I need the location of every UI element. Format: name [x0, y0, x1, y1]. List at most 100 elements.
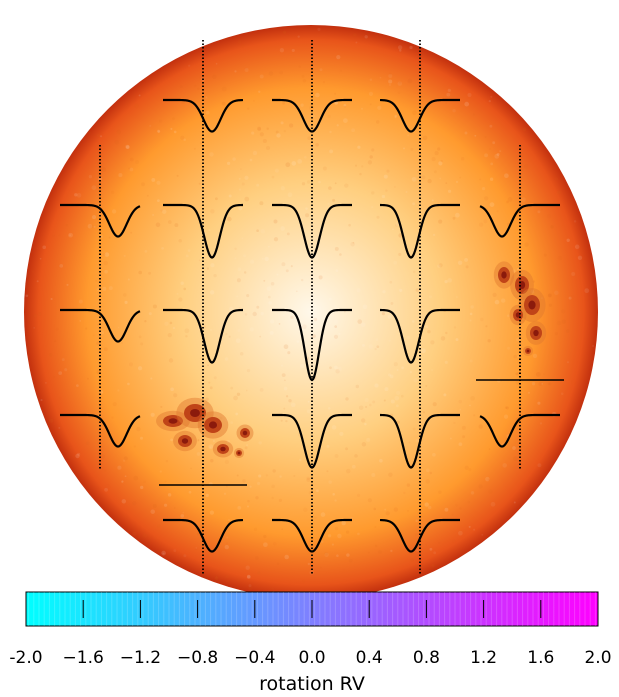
granule: [369, 78, 373, 82]
granule: [282, 314, 285, 317]
profile-cell: [379, 250, 460, 365]
granule: [121, 499, 127, 504]
granule: [256, 229, 259, 233]
granule: [473, 414, 476, 417]
granule: [228, 335, 231, 338]
granule: [464, 257, 469, 262]
granule: [315, 92, 320, 98]
granule: [388, 79, 393, 84]
granule: [198, 182, 201, 185]
granule: [300, 364, 305, 368]
granule: [258, 474, 262, 478]
granule: [522, 169, 525, 172]
granule: [451, 513, 454, 516]
granule: [455, 504, 458, 507]
granule: [298, 65, 301, 68]
granule: [352, 242, 355, 244]
granule: [439, 177, 442, 180]
granule: [573, 220, 577, 223]
granule: [255, 496, 259, 500]
granule: [302, 79, 307, 83]
granule: [236, 295, 239, 298]
granule: [407, 510, 409, 512]
granule: [398, 252, 402, 256]
granule: [156, 129, 160, 133]
granule: [129, 157, 134, 162]
granule: [333, 334, 339, 339]
granule: [283, 344, 289, 350]
granule: [513, 501, 516, 504]
granule: [334, 101, 338, 105]
granule: [369, 103, 372, 106]
granule: [244, 446, 248, 450]
colorbar-tick-label: 2.0: [584, 648, 611, 668]
granule: [523, 164, 529, 169]
granule: [142, 533, 148, 538]
granule: [474, 134, 477, 137]
granule: [205, 110, 210, 115]
granule: [180, 135, 185, 140]
sunspot-umbra: [168, 418, 178, 424]
granule: [96, 287, 101, 292]
granule: [488, 448, 491, 450]
granule: [369, 155, 373, 159]
granule: [205, 413, 211, 418]
granule: [554, 177, 559, 181]
granule: [491, 214, 493, 217]
granule: [243, 254, 247, 258]
granule: [384, 508, 387, 511]
granule: [469, 319, 472, 322]
granule: [122, 459, 126, 462]
granule: [92, 334, 95, 337]
granule: [469, 404, 471, 407]
granule: [383, 174, 388, 179]
granule: [379, 458, 383, 463]
granule: [425, 468, 430, 473]
granule: [69, 446, 72, 449]
granule: [371, 191, 375, 195]
sunspot-umbra: [533, 329, 539, 337]
granule: [492, 292, 497, 297]
granule: [276, 133, 281, 138]
granule: [506, 200, 509, 204]
granule: [334, 319, 339, 324]
granule: [279, 48, 285, 53]
granule: [568, 296, 572, 300]
granule: [100, 454, 106, 459]
granule: [337, 533, 342, 539]
granule: [197, 439, 200, 441]
granule: [69, 234, 72, 237]
granule: [68, 232, 73, 238]
granule: [548, 293, 552, 298]
granule: [207, 364, 209, 367]
granule: [104, 487, 109, 492]
granule: [388, 339, 391, 342]
granule: [388, 83, 392, 86]
granule: [550, 225, 554, 229]
granule: [269, 319, 275, 324]
granule: [478, 424, 483, 429]
granule: [264, 256, 269, 262]
granule: [329, 130, 332, 134]
granule: [101, 167, 107, 172]
granule: [521, 197, 526, 202]
granule: [541, 383, 544, 385]
granule: [215, 197, 218, 201]
profile-cell: [60, 145, 141, 260]
granule: [492, 141, 496, 145]
granule: [416, 549, 419, 552]
granule: [112, 402, 117, 407]
granule: [478, 222, 484, 227]
granule: [198, 259, 201, 262]
granule: [215, 62, 218, 65]
granule: [125, 144, 130, 149]
granule: [48, 392, 51, 395]
granule: [179, 85, 183, 89]
granule: [341, 520, 346, 526]
granule: [417, 170, 420, 173]
granule: [360, 322, 366, 327]
granule: [389, 280, 393, 284]
granule: [152, 214, 155, 216]
granule: [342, 568, 345, 571]
